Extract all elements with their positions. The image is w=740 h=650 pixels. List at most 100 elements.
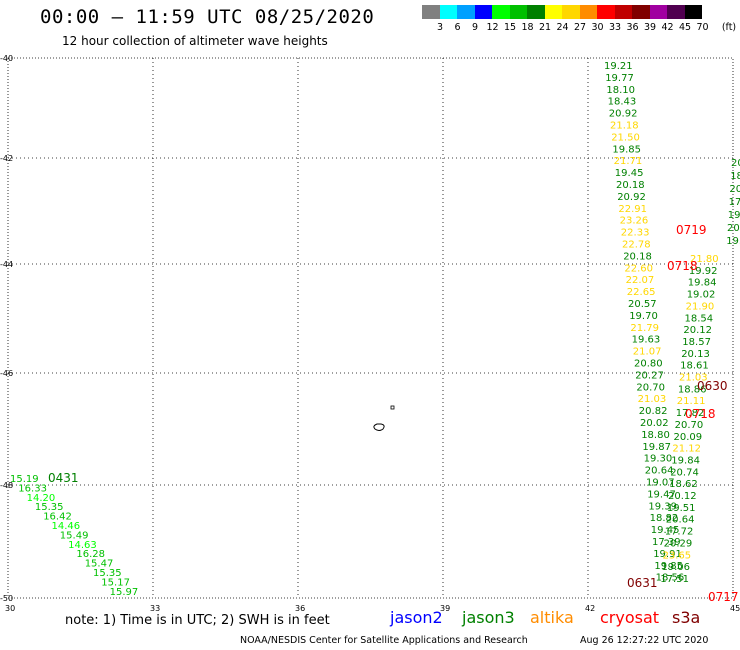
wave-height-value: 19.92 (689, 266, 718, 277)
wave-height-value: 14.63 (68, 540, 97, 551)
legend-swatch (544, 5, 562, 19)
wave-height-value: 20.92 (617, 192, 646, 203)
legend-swatch (597, 5, 615, 19)
wave-height-value: 21.80 (690, 254, 719, 265)
wave-height-value: 19.39 (648, 501, 677, 512)
wave-height-value: 19.91 (653, 549, 682, 560)
legend-label: 3 (436, 22, 444, 33)
wave-height-value: 20.92 (609, 109, 638, 120)
wave-height-value: 20.3 (729, 184, 740, 195)
wave-height-value: 22.33 (621, 228, 650, 239)
lat-label: -50 (0, 594, 13, 603)
legend-label: 21 (538, 22, 552, 33)
wave-height-value: 17.5 (729, 197, 740, 208)
lon-label: 30 (5, 604, 15, 613)
wave-height-value: 22.07 (626, 275, 655, 286)
wave-height-value: 20 (731, 158, 740, 169)
wave-height-value: 20.02 (640, 418, 669, 429)
wave-height-value: 20.09 (674, 432, 703, 443)
wave-height-value: 20.13 (681, 349, 710, 360)
wave-height-value: 19.63 (632, 335, 661, 346)
wave-height-value: 21.07 (633, 347, 662, 358)
wave-height-value: 18.56 (656, 573, 685, 584)
wave-height-value: 17.72 (665, 527, 694, 538)
legend-swatch (667, 5, 685, 19)
wave-height-value: 18.61 (680, 361, 709, 372)
wave-height-value: 21.79 (630, 323, 659, 334)
wave-height-value: 19.47 (647, 489, 676, 500)
wave-height-value: 15.17 (101, 577, 130, 588)
wave-height-value: 21.71 (614, 156, 643, 167)
legend-label: 12 (486, 22, 499, 33)
wave-height-value: 15.47 (85, 559, 114, 570)
lat-label: -40 (0, 54, 13, 63)
legend-swatch (474, 5, 492, 19)
pass-time-label: 0719 (676, 223, 707, 237)
wave-height-value: 21.03 (638, 394, 667, 405)
wave-height-value: 22.91 (618, 204, 647, 215)
wave-height-value: 19.57 (726, 236, 740, 247)
wave-height-value: 20.64 (645, 466, 674, 477)
legend-label: 45 (678, 22, 692, 33)
wave-height-value: 22.65 (627, 287, 656, 298)
wave-height-value: 19.21 (604, 61, 633, 72)
wave-height-value: 20.12 (683, 325, 712, 336)
wave-height-value: 20.57 (628, 299, 657, 310)
wave-height-value: 23.26 (620, 216, 649, 227)
wave-height-value: 14.20 (27, 493, 56, 504)
satellite-label: altika (530, 608, 574, 627)
wave-height-value: 20.70 (636, 382, 665, 393)
legend-label: 15 (503, 22, 517, 33)
wave-height-value: 18.86 (678, 384, 707, 395)
wave-height-value: 15.19 (10, 474, 39, 485)
wave-height-value: 19.45 (615, 168, 644, 179)
wave-height-value: 15.97 (110, 587, 139, 598)
wave-height-value: 19.84 (688, 278, 717, 289)
wave-height-value: 20.27 (635, 370, 664, 381)
footer-note: note: 1) Time is in UTC; 2) SWH is in fe… (65, 613, 330, 628)
island-outline (373, 405, 395, 431)
legend-label: 42 (661, 22, 674, 33)
legend-swatch (649, 5, 667, 19)
wave-height-value: 19.85 (612, 144, 641, 155)
wave-height-value: 19.30 (728, 210, 740, 221)
wave-height-value: 18.43 (608, 97, 637, 108)
wave-height-value: 18.62 (669, 479, 698, 490)
wave-height-value: 21.12 (672, 444, 701, 455)
color-legend (422, 5, 702, 19)
lon-label: 39 (440, 604, 450, 613)
pass-time-label: 0717 (708, 590, 739, 604)
generated-timestamp: Aug 26 12:27:22 UTC 2020 (580, 635, 709, 646)
credit-text: NOAA/NESDIS Center for Satellite Applica… (240, 635, 528, 646)
wave-height-value: 19.02 (687, 290, 716, 301)
legend-swatch (614, 5, 632, 19)
altimeter-tracks: 15.1916.3314.2015.3516.4214.4615.4914.63… (10, 61, 740, 604)
satellite-label: jason2 (390, 608, 443, 627)
legend-label: 33 (608, 22, 622, 33)
pass-time-label: 0718 (685, 407, 716, 421)
wave-height-value: 16.33 (18, 483, 47, 494)
wave-height-value: 16.42 (43, 512, 72, 523)
lat-lon-grid (8, 58, 733, 598)
wave-height-value: 16.28 (76, 549, 105, 560)
legend-label: 18 (521, 22, 534, 33)
wave-height-value: 19.87 (642, 442, 671, 453)
wave-height-value: 17.82 (676, 408, 705, 419)
wave-height-value: 20.74 (670, 467, 699, 478)
wave-height-value: 20.35 (727, 223, 740, 234)
wave-height-value: 21.90 (686, 301, 715, 312)
pass-time-label: 0630 (697, 379, 728, 393)
map-title: 00:00 – 11:59 UTC 08/25/2020 (40, 6, 375, 28)
wave-height-value: 21.03 (679, 373, 708, 384)
wave-height-value: 19.77 (605, 73, 634, 84)
legend-swatch (439, 5, 457, 19)
wave-height-value: 18.82 (650, 513, 679, 524)
legend-swatch (457, 5, 475, 19)
map-frame (7, 57, 734, 599)
wave-height-value: 19.07 (646, 478, 675, 489)
wave-height-value: 20.18 (616, 180, 645, 191)
pass-time-label: 0631 (627, 576, 658, 590)
lat-label: -46 (0, 369, 13, 378)
wave-height-value: 19.51 (667, 503, 696, 514)
legend-swatch (527, 5, 545, 19)
